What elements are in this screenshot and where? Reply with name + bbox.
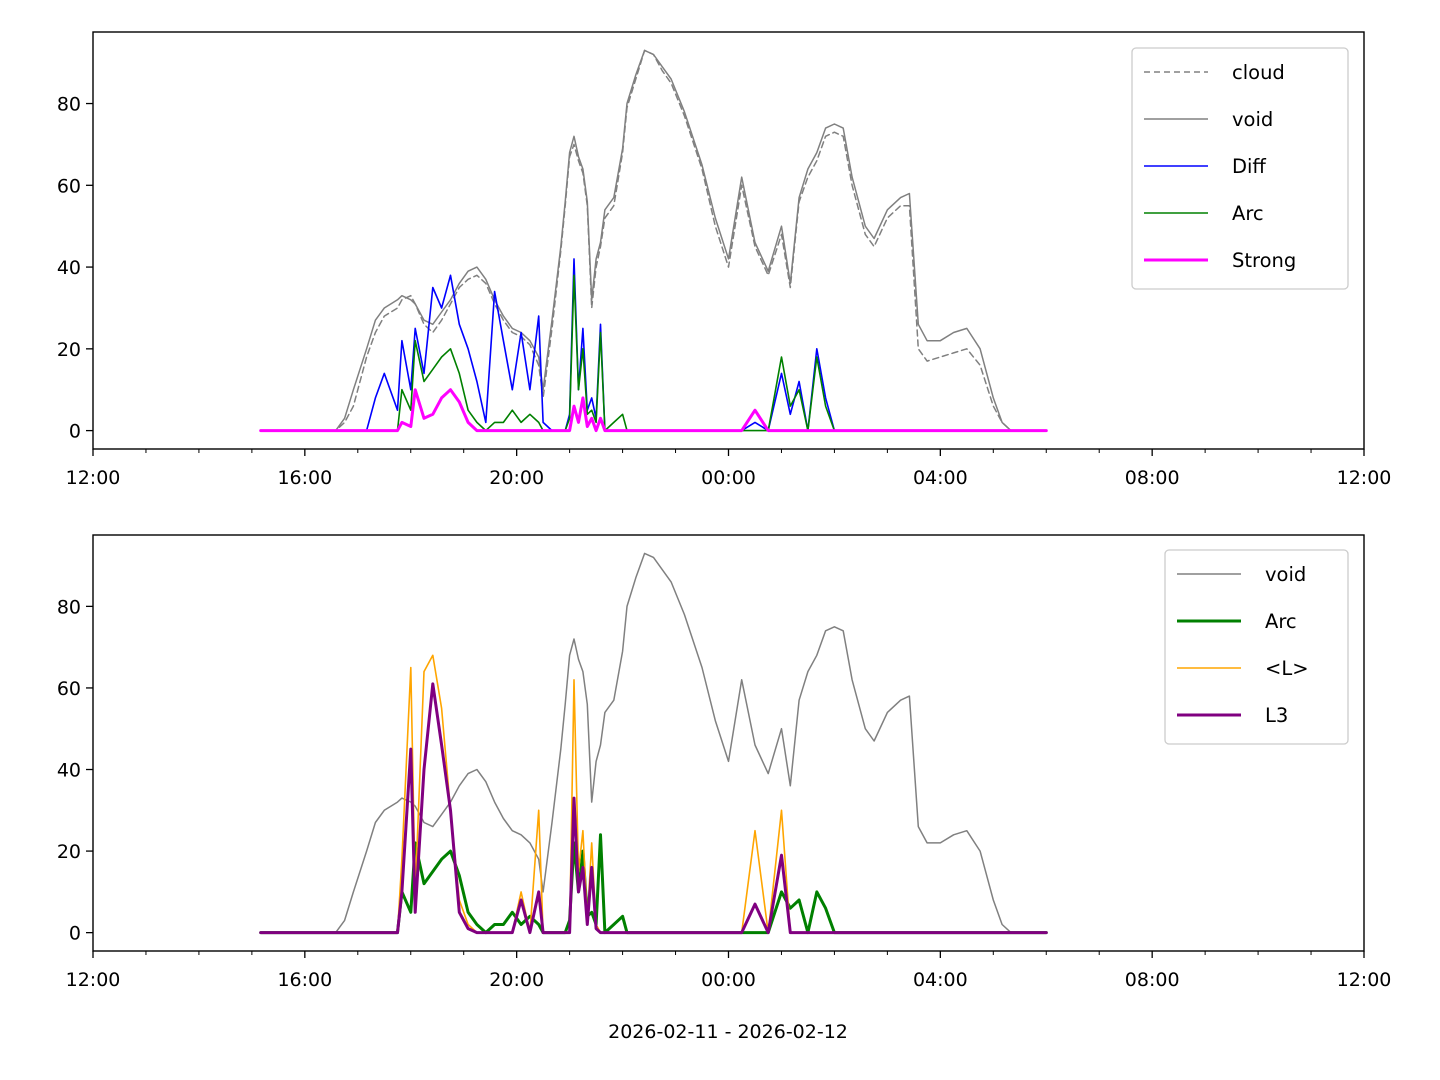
- top-series-line-cloud: [259, 49, 1048, 432]
- top-x-tick-label: 04:00: [913, 467, 968, 489]
- top-x-tick-label: 00:00: [701, 467, 756, 489]
- top-legend-label-strong: Strong: [1232, 249, 1296, 272]
- top-y-tick-label: 0: [69, 421, 81, 443]
- bottom-legend-label-void: void: [1265, 563, 1306, 586]
- bottom-series-line-arc: [259, 833, 1048, 935]
- bottom-x-tick-label: 20:00: [489, 969, 544, 991]
- bottom-y-tick-label: 20: [57, 841, 81, 863]
- bottom-y-tick-label: 40: [57, 760, 81, 782]
- bottom-x-tick-label: 12:00: [66, 969, 121, 991]
- bottom-legend: void Arc <L> L3: [1164, 549, 1349, 745]
- bottom-series-line-void: [259, 552, 1048, 934]
- top-y-axis: 0 20 40 60 80: [57, 94, 93, 443]
- top-x-tick-label: 12:00: [1337, 467, 1392, 489]
- top-series-line-strong: [259, 388, 1048, 433]
- top-x-tick-label: 16:00: [277, 467, 332, 489]
- bottom-legend-box: [1164, 549, 1349, 745]
- bottom-x-axis: 12:00 16:00 20:00 00:00 04:00 08:00 12:00: [66, 951, 1392, 991]
- bottom-legend-label-l: <L>: [1265, 657, 1309, 680]
- top-plot-area: [259, 49, 1048, 433]
- bottom-legend-label-arc: Arc: [1265, 610, 1297, 633]
- top-y-tick-label: 20: [57, 339, 81, 361]
- bottom-y-axis: 0 20 40 60 80: [57, 596, 93, 945]
- top-legend: cloud void Diff Arc Strong: [1131, 47, 1349, 290]
- top-y-tick-label: 40: [57, 257, 81, 279]
- top-x-tick-label: 12:00: [66, 467, 121, 489]
- bottom-x-tick-label: 00:00: [701, 969, 756, 991]
- bottom-panel: 0 20 40 60 80 12:00 16:00 20:00 00:00 04:00 08:00…: [57, 534, 1392, 991]
- bottom-y-tick-label: 60: [57, 678, 81, 700]
- top-legend-label-arc: Arc: [1232, 202, 1264, 225]
- top-series-line-diff: [259, 258, 1048, 432]
- top-x-tick-label: 08:00: [1125, 467, 1180, 489]
- bottom-x-tick-label: 12:00: [1337, 969, 1392, 991]
- top-panel: 0 20 40 60 80 12:00 16:00 20:00 00:00 04:00 08:00…: [57, 31, 1392, 489]
- bottom-y-tick-label: 80: [57, 596, 81, 618]
- top-legend-label-void: void: [1232, 108, 1273, 131]
- top-series-line-arc: [259, 274, 1048, 432]
- bottom-series-line-l: [259, 654, 1048, 934]
- x-axis-date-label: 2026-02-11 - 2026-02-12: [608, 1021, 848, 1043]
- top-series-line-void: [259, 49, 1048, 432]
- top-y-tick-label: 60: [57, 175, 81, 197]
- top-legend-label-diff: Diff: [1232, 155, 1266, 178]
- bottom-legend-label-l3: L3: [1265, 704, 1288, 727]
- bottom-x-tick-label: 08:00: [1125, 969, 1180, 991]
- bottom-series-line-l3: [259, 682, 1048, 935]
- bottom-y-tick-label: 0: [69, 923, 81, 945]
- top-legend-label-cloud: cloud: [1232, 61, 1285, 84]
- top-x-axis: 12:00 16:00 20:00 00:00 04:00 08:00 12:00: [66, 449, 1392, 489]
- bottom-x-tick-label: 16:00: [277, 969, 332, 991]
- top-y-tick-label: 80: [57, 94, 81, 116]
- top-legend-box: [1131, 47, 1349, 290]
- bottom-plot-area: [259, 552, 1048, 935]
- bottom-x-tick-label: 04:00: [913, 969, 968, 991]
- top-x-tick-label: 20:00: [489, 467, 544, 489]
